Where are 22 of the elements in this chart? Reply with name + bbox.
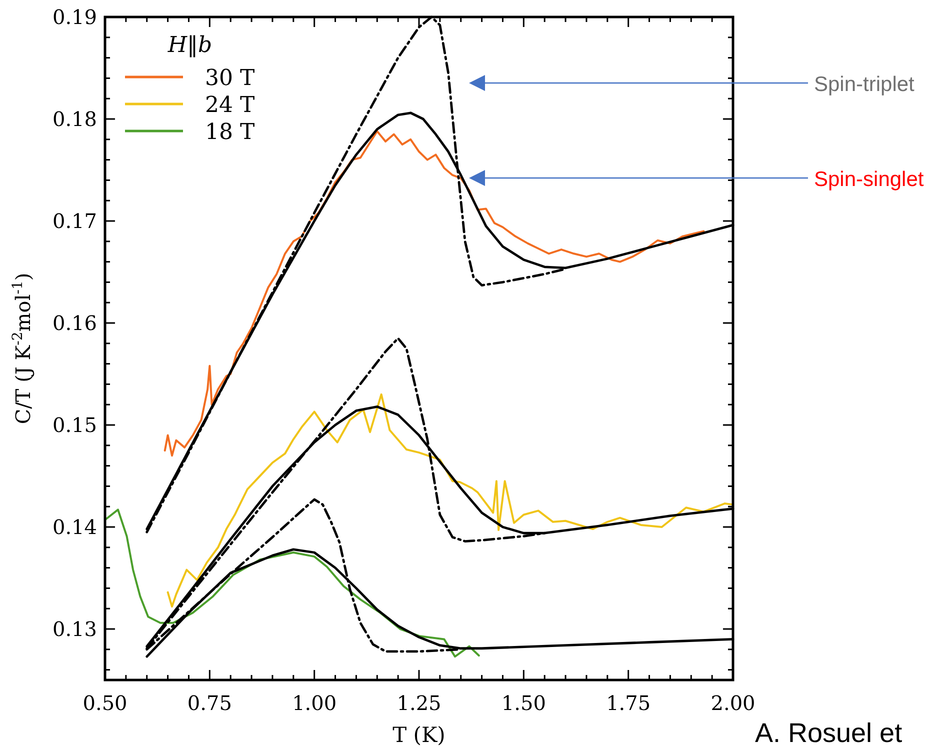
text: Spin-triplet	[814, 73, 915, 96]
y-tick-label: 0.18	[52, 107, 97, 131]
x-tick-label: 1.00	[292, 691, 337, 715]
y-tick-label: 0.15	[52, 413, 97, 437]
x-axis-title: T (K)	[392, 723, 446, 747]
x-tick-label: 0.50	[82, 691, 128, 715]
y-tick-label: 0.14	[52, 515, 97, 539]
legend-label: 18 T	[205, 120, 255, 145]
text: Spin-singlet	[814, 168, 924, 191]
y-tick-label: 0.13	[52, 617, 97, 641]
x-tick-label: 1.25	[396, 691, 442, 715]
legend-label: 30 T	[205, 66, 255, 91]
legend-label: 24 T	[205, 93, 255, 118]
y-tick-label: 0.19	[52, 5, 97, 29]
legend-title: H‖b	[166, 33, 212, 58]
y-tick-label: 0.17	[52, 209, 97, 233]
y-tick-label: 0.16	[52, 311, 97, 335]
x-tick-label: 1.50	[501, 691, 546, 715]
x-tick-label: 1.75	[606, 691, 651, 715]
x-tick-label: 2.00	[710, 691, 756, 715]
x-tick-label: 0.75	[187, 691, 232, 715]
text: A. Rosuel et	[755, 718, 903, 748]
